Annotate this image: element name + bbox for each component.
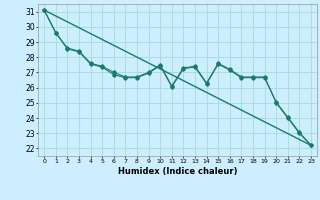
X-axis label: Humidex (Indice chaleur): Humidex (Indice chaleur): [118, 167, 237, 176]
